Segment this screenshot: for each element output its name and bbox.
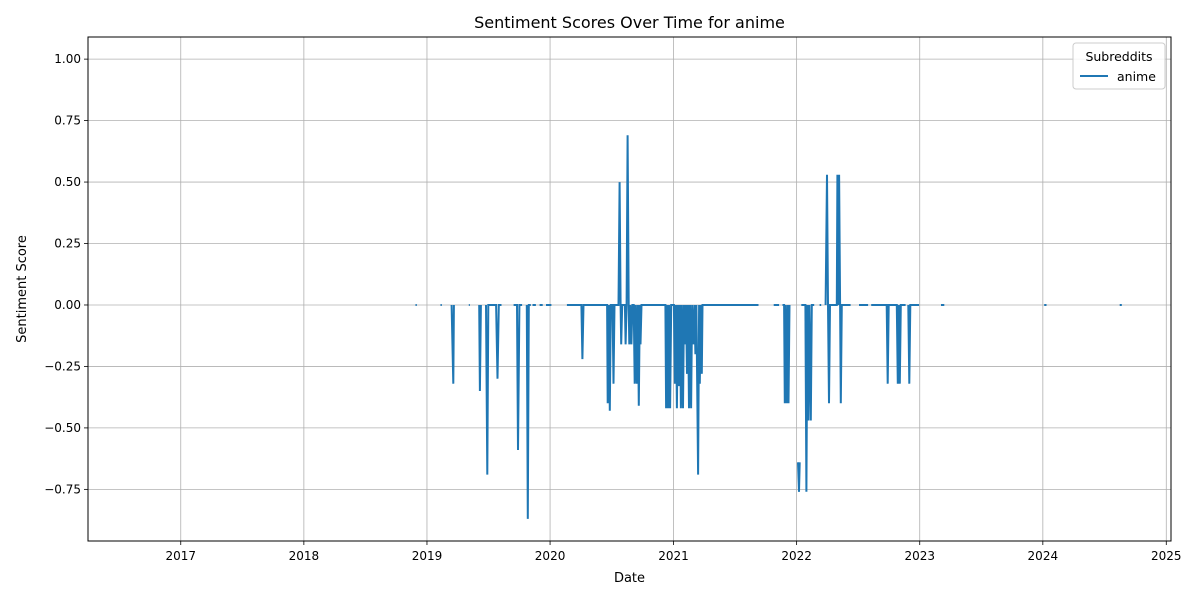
y-tick-label: 0.00 xyxy=(54,298,81,312)
series-anime-segment xyxy=(450,304,455,384)
x-axis: 2017 2018 2019 2020 2021 2022 2023 2024 2025 xyxy=(165,541,1182,563)
y-tick-label: 0.50 xyxy=(54,175,81,189)
y-tick-label: 0.75 xyxy=(54,114,81,128)
x-tick-label: 2025 xyxy=(1151,549,1182,563)
series-anime-segment xyxy=(513,304,523,451)
series-anime-segment xyxy=(478,304,482,392)
y-tick-label: −0.50 xyxy=(44,421,81,435)
x-tick-label: 2021 xyxy=(658,549,689,563)
series-anime-segment xyxy=(797,462,801,492)
y-tick-label: 0.25 xyxy=(54,237,81,251)
legend-box xyxy=(1072,42,1166,90)
x-axis-label: Date xyxy=(614,571,645,586)
legend-title: Subreddits xyxy=(1085,49,1152,64)
series-anime-segment xyxy=(824,174,851,404)
y-tick-label: −0.75 xyxy=(44,482,81,496)
legend-label-anime: anime xyxy=(1117,69,1156,84)
series-anime-segment xyxy=(801,304,815,492)
plot-data xyxy=(415,135,1122,519)
series-anime-segment xyxy=(485,304,502,475)
x-tick-label: 2022 xyxy=(781,549,812,563)
y-tick-label: 1.00 xyxy=(54,52,81,66)
series-anime-segment xyxy=(525,304,531,519)
series-anime-segment xyxy=(907,304,920,384)
y-axis: 1.00 0.75 0.50 0.25 0.00 −0.25 −0.50 −0.75 xyxy=(44,52,88,496)
x-tick-label: 2017 xyxy=(165,549,196,563)
y-tick-label: −0.25 xyxy=(44,359,81,373)
x-tick-label: 2023 xyxy=(904,549,935,563)
series-anime-segment xyxy=(871,304,906,384)
x-tick-label: 2024 xyxy=(1028,549,1059,563)
x-tick-label: 2019 xyxy=(412,549,443,563)
x-tick-label: 2018 xyxy=(289,549,320,563)
y-axis-label: Sentiment Score xyxy=(15,235,30,343)
legend: Subreddits anime xyxy=(1072,42,1166,90)
x-tick-label: 2020 xyxy=(535,549,566,563)
series-anime-segment xyxy=(782,304,791,404)
axes-frame xyxy=(87,36,1172,542)
chart-title: Sentiment Scores Over Time for anime xyxy=(474,13,785,32)
series-anime-segment xyxy=(566,135,759,475)
